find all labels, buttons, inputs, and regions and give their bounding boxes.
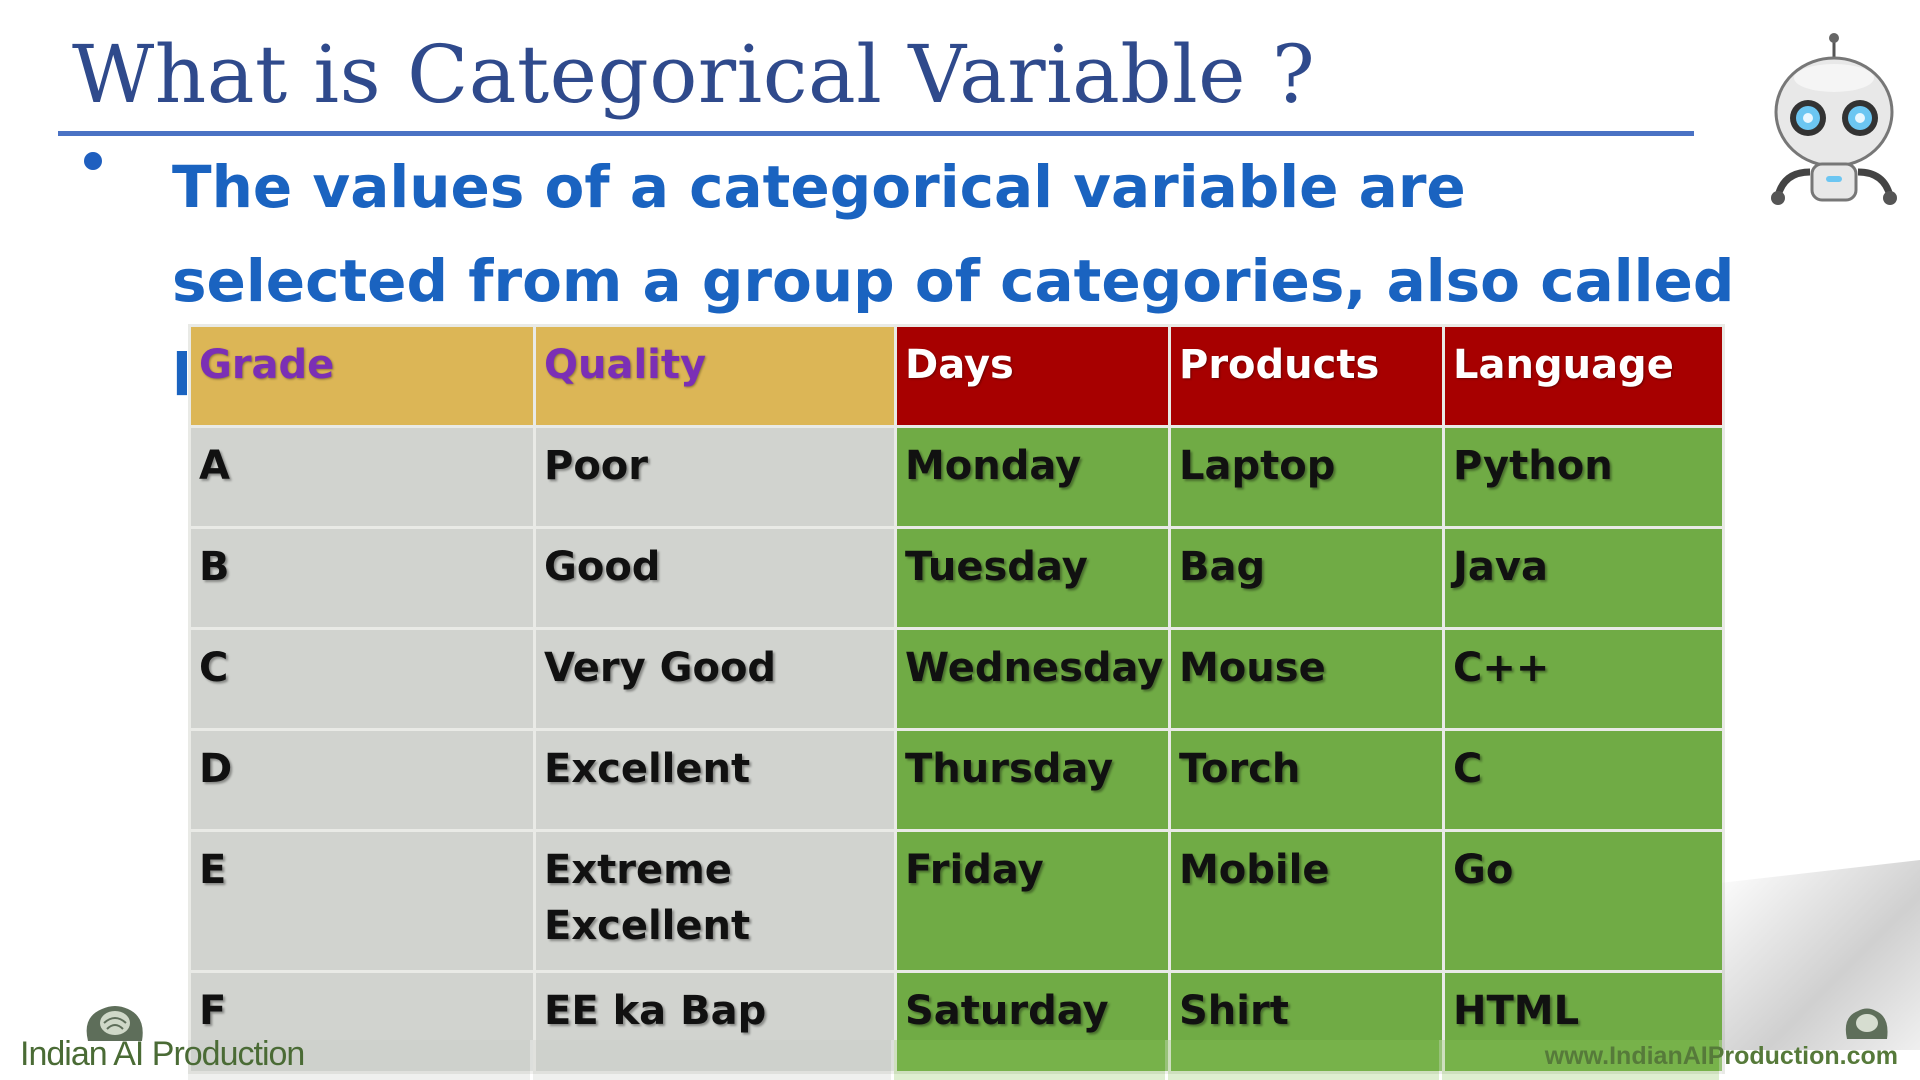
table-row: D Excellent Thursday Torch C <box>188 728 1725 832</box>
cell-language: Java <box>1442 526 1725 630</box>
cell-grade: F <box>188 970 536 1074</box>
brand-logo-text: Indian AI Production <box>20 1035 305 1073</box>
table-row: E Extreme Excellent Friday Mobile Go <box>188 829 1725 973</box>
cell-quality: Poor <box>533 425 897 529</box>
bullet-point <box>84 152 102 170</box>
table-row: C Very Good Wednesday Mouse C++ <box>188 627 1725 731</box>
table-reflection <box>188 1040 1722 1080</box>
slide-title: What is Categorical Variable ? <box>72 28 1316 121</box>
cell-grade: D <box>188 728 536 832</box>
cell-day: Saturday <box>894 970 1171 1074</box>
cell-product: Mouse <box>1168 627 1445 731</box>
cell-language: C <box>1442 728 1725 832</box>
cell-quality: EE ka Bap <box>533 970 897 1074</box>
header-days: Days <box>894 324 1171 428</box>
cell-quality: Extreme Excellent <box>533 829 897 973</box>
cell-language: HTML <box>1442 970 1725 1074</box>
cell-product: Bag <box>1168 526 1445 630</box>
cell-product: Shirt <box>1168 970 1445 1074</box>
cell-quality: Very Good <box>533 627 897 731</box>
cell-day: Thursday <box>894 728 1171 832</box>
brain-head-icon <box>1845 1008 1888 1039</box>
cell-day: Tuesday <box>894 526 1171 630</box>
header-language: Language <box>1442 324 1725 428</box>
cell-quality: Excellent <box>533 728 897 832</box>
cell-grade: B <box>188 526 536 630</box>
cell-product: Torch <box>1168 728 1445 832</box>
cell-quality: Good <box>533 526 897 630</box>
cell-day: Wednesday <box>894 627 1171 731</box>
cell-grade: E <box>188 829 536 973</box>
bullet-text: The values of a categorical variable are… <box>172 153 1735 409</box>
table-row: F EE ka Bap Saturday Shirt HTML <box>188 970 1725 1074</box>
cell-language: Python <box>1442 425 1725 529</box>
cell-day: Friday <box>894 829 1171 973</box>
header-quality: Quality <box>533 324 897 428</box>
robot-icon <box>1771 33 1897 205</box>
cell-language: Go <box>1442 829 1725 973</box>
table-row: B Good Tuesday Bag Java <box>188 526 1725 630</box>
cell-language: C++ <box>1442 627 1725 731</box>
header-products: Products <box>1168 324 1445 428</box>
category-table: Grade Quality Days Products Language A P… <box>188 324 1725 1074</box>
table-row: A Poor Monday Laptop Python <box>188 425 1725 529</box>
brain-head-icon <box>86 1006 143 1041</box>
cell-day: Monday <box>894 425 1171 529</box>
cell-grade: A <box>188 425 536 529</box>
website-url: www.IndianAIProduction.com <box>1544 1042 1898 1070</box>
table-shadow <box>1722 860 1920 1050</box>
cell-product: Mobile <box>1168 829 1445 973</box>
cell-product: Laptop <box>1168 425 1445 529</box>
cell-grade: C <box>188 627 536 731</box>
brand-logo: Indian AI Production <box>20 1003 305 1078</box>
table-header-row: Grade Quality Days Products Language <box>188 324 1725 428</box>
title-underline <box>58 131 1694 136</box>
header-grade: Grade <box>188 324 536 428</box>
